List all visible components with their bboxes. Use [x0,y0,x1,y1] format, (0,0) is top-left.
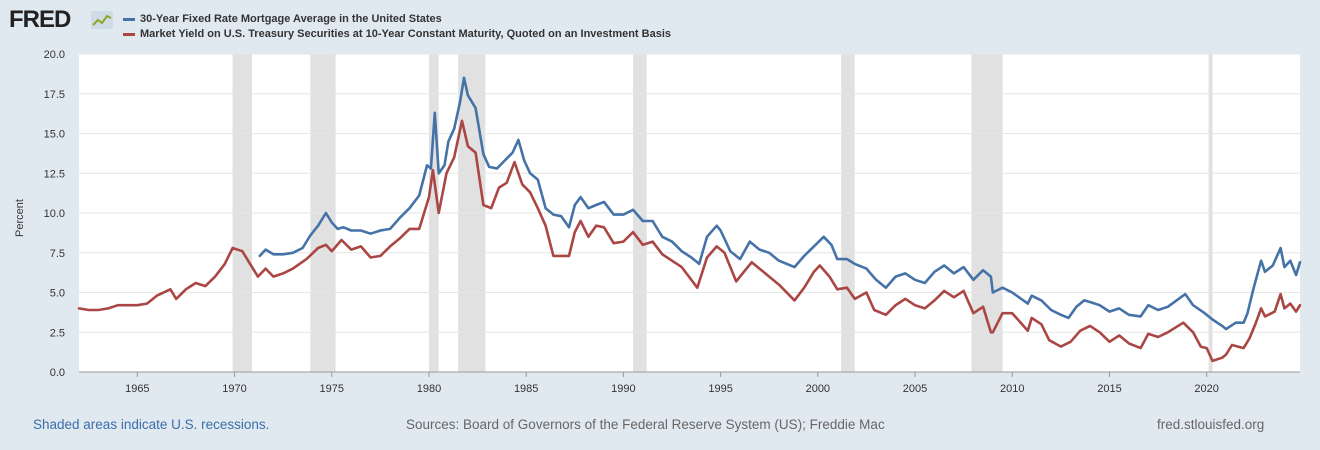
y-tick-label: 15.0 [44,129,65,141]
x-tick-label: 2005 [903,383,927,395]
sources-text: Sources: Board of Governors of the Feder… [406,417,885,432]
x-tick-label: 1965 [125,383,149,395]
x-axis-ticks: 1965 1970 1975 1980 1985 1990 1995 2000 2005 2010… [79,371,1300,395]
y-tick-label: 20.0 [44,49,65,61]
y-tick-label: 12.5 [44,168,65,180]
series-lines [77,76,1302,363]
y-tick-label: 7.5 [50,248,65,260]
chart-header: FRED 30-Year Fixed Rate Mortgage Average… [0,0,1320,48]
y-tick-label: 2.5 [50,327,65,339]
legend-label-mortgage: 30-Year Fixed Rate Mortgage Average in t… [140,13,442,25]
y-tick-label: 10.0 [44,208,65,220]
legend-swatch-treasury [123,32,135,36]
y-tick-label: 17.5 [44,89,65,101]
y-axis-label: Percent [14,199,26,237]
x-tick-label: 1990 [611,383,635,395]
fred-logo[interactable]: FRED [9,6,71,33]
series-line-mortgage [258,76,1302,331]
line-chart-icon [91,11,113,29]
y-axis-ticks: 0.0 2.5 5.0 7.5 10.0 12.5 15.0 17.5 20.0 [44,49,65,379]
x-tick-label: 1980 [417,383,441,395]
series-line-treasury [77,119,1302,363]
line-chart: 0.0 2.5 5.0 7.5 10.0 12.5 15.0 17.5 20.0 1965 197… [14,49,1302,395]
x-tick-label: 2020 [1194,383,1218,395]
x-tick-label: 1975 [320,383,344,395]
site-link[interactable]: fred.stlouisfed.org [1157,417,1265,432]
x-tick-label: 1985 [514,383,538,395]
y-tick-label: 0.0 [50,367,65,379]
legend-item-mortgage[interactable]: 30-Year Fixed Rate Mortgage Average in t… [123,12,442,26]
chart-footer: Shaded areas indicate U.S. recessions. S… [0,415,1320,435]
x-tick-label: 2015 [1097,383,1121,395]
x-tick-label: 2010 [1000,383,1024,395]
x-tick-label: 1970 [222,383,246,395]
x-tick-label: 2000 [806,383,830,395]
legend-item-treasury[interactable]: Market Yield on U.S. Treasury Securities… [123,27,671,41]
y-tick-label: 5.0 [50,288,65,300]
recession-note: Shaded areas indicate U.S. recessions. [33,417,270,432]
legend-swatch-mortgage [123,17,135,21]
legend-label-treasury: Market Yield on U.S. Treasury Securities… [140,28,672,40]
x-tick-label: 1995 [708,383,732,395]
